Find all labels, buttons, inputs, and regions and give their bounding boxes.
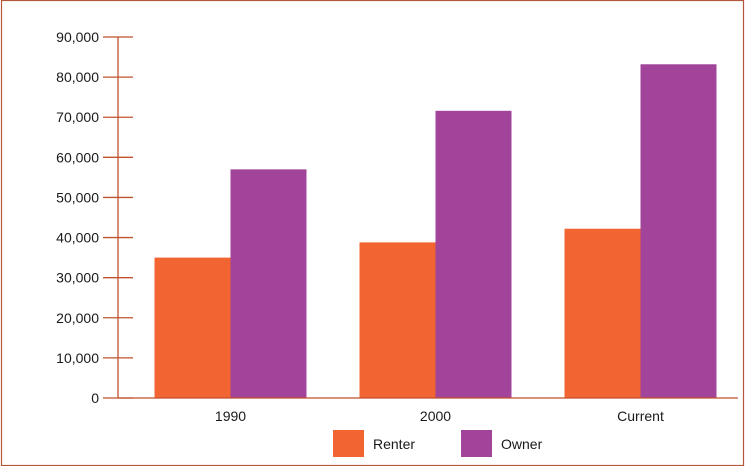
y-tick-label: 60,000 bbox=[56, 149, 99, 165]
legend-swatch-owner bbox=[461, 430, 492, 457]
bar-owner-1990 bbox=[230, 169, 307, 398]
y-axis: 0 10,000 20,000 30,000 40,000 50,000 60,000 70,… bbox=[56, 29, 133, 406]
bars bbox=[154, 64, 717, 398]
y-tick-label: 0 bbox=[91, 390, 99, 406]
y-tick-label: 40,000 bbox=[56, 230, 99, 246]
y-tick-label: 10,000 bbox=[56, 350, 99, 366]
x-tick-label: 2000 bbox=[420, 408, 451, 424]
legend-label-owner: Owner bbox=[501, 436, 543, 452]
bar-renter-1990 bbox=[154, 257, 231, 398]
x-tick-label: Current bbox=[617, 408, 664, 424]
bar-renter-2000 bbox=[359, 242, 436, 398]
x-tick-label: 1990 bbox=[215, 408, 246, 424]
y-tick-label: 20,000 bbox=[56, 310, 99, 326]
y-tick-label: 90,000 bbox=[56, 29, 99, 45]
legend-swatch-renter bbox=[333, 430, 364, 457]
bar-owner-2000 bbox=[435, 110, 512, 398]
bar-owner-current bbox=[640, 64, 717, 398]
y-tick-label: 50,000 bbox=[56, 189, 99, 205]
y-tick-label: 30,000 bbox=[56, 270, 99, 286]
y-tick-label: 70,000 bbox=[56, 109, 99, 125]
x-axis: 1990 2000 Current bbox=[118, 397, 738, 424]
y-tick-label: 80,000 bbox=[56, 69, 99, 85]
legend: Renter Owner bbox=[333, 430, 543, 457]
bar-renter-current bbox=[564, 228, 641, 398]
legend-label-renter: Renter bbox=[373, 436, 415, 452]
